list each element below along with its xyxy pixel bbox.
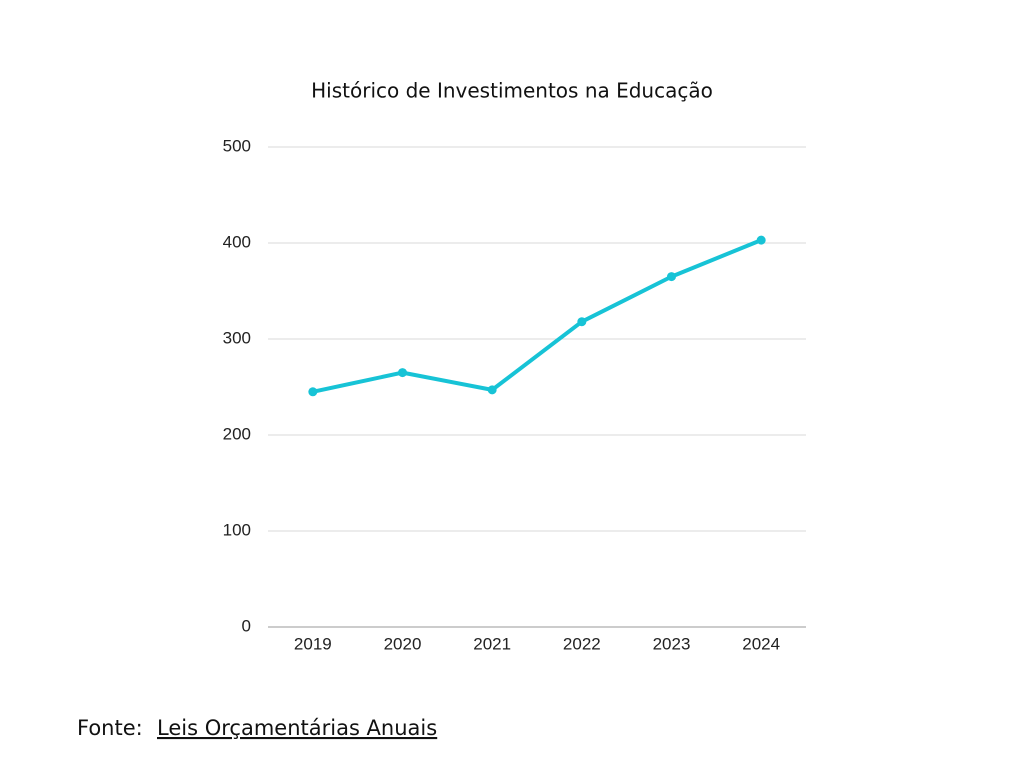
x-tick-label: 2024 bbox=[742, 634, 780, 653]
x-tick-label: 2020 bbox=[384, 634, 422, 653]
y-tick-label: 400 bbox=[223, 232, 251, 251]
source-label: Fonte: bbox=[77, 716, 143, 740]
data-point bbox=[398, 368, 407, 378]
data-point bbox=[667, 272, 676, 282]
data-point bbox=[756, 235, 766, 245]
source-link[interactable]: Leis Orçamentárias Anuais bbox=[157, 716, 437, 740]
data-point bbox=[577, 317, 587, 327]
chart-title: Histórico de Investimentos na Educação bbox=[311, 79, 713, 103]
x-tick-label: 2019 bbox=[294, 634, 332, 653]
x-tick-label: 2021 bbox=[473, 634, 511, 653]
data-point bbox=[487, 385, 497, 395]
x-tick-label: 2022 bbox=[563, 634, 601, 653]
y-tick-label: 100 bbox=[223, 520, 251, 539]
y-tick-label: 300 bbox=[223, 328, 251, 347]
data-point bbox=[308, 387, 318, 397]
data-line bbox=[312, 238, 762, 394]
y-tick-label: 0 bbox=[242, 616, 251, 635]
y-tick-label: 200 bbox=[223, 424, 251, 443]
y-tick-label: 500 bbox=[223, 136, 251, 155]
x-tick-label: 2023 bbox=[653, 634, 691, 653]
